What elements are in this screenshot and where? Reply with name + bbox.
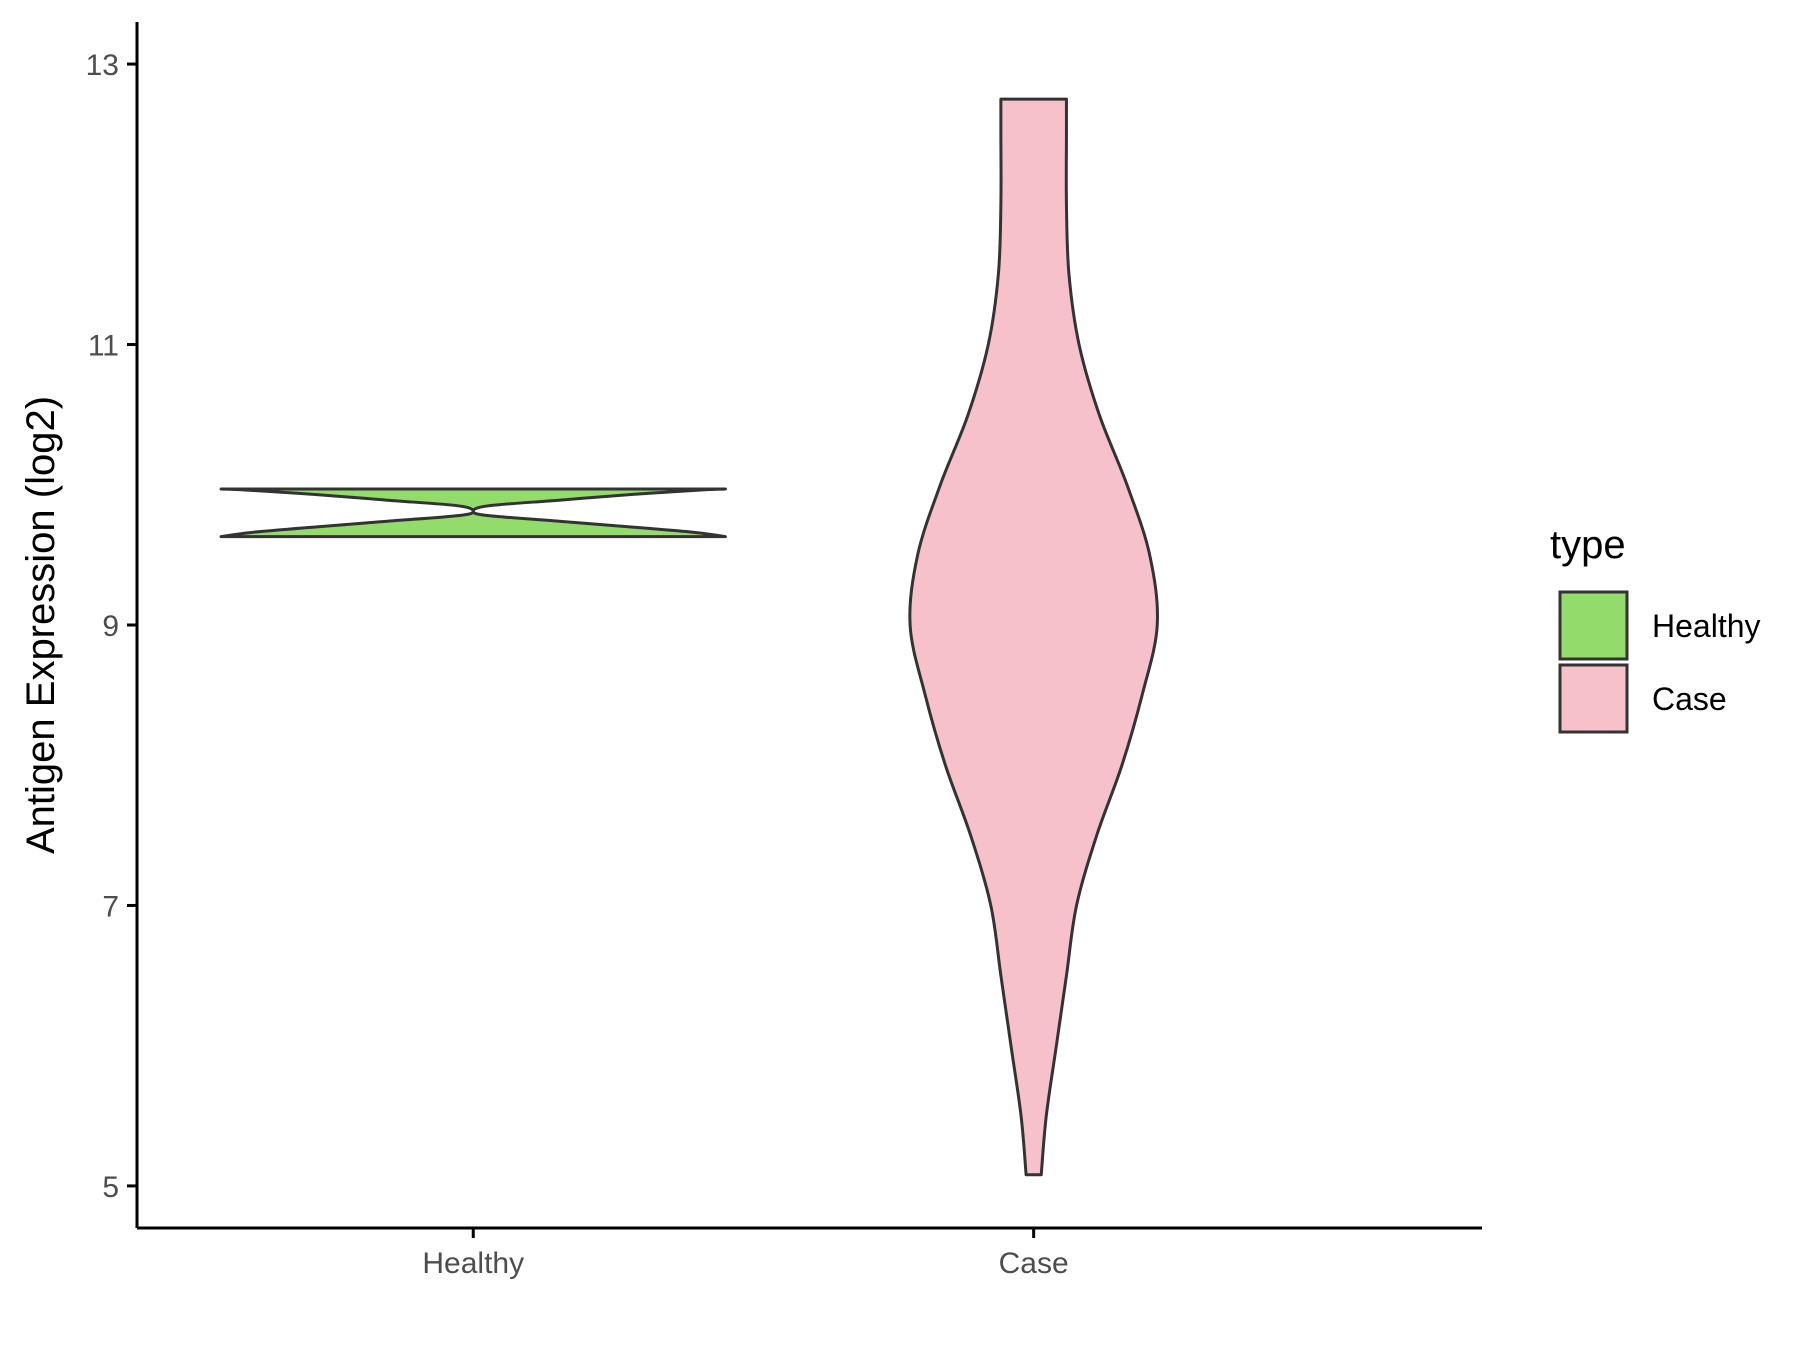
violin-case bbox=[908, 97, 1159, 1177]
legend-label-healthy: Healthy bbox=[1652, 608, 1761, 644]
x-tick-label-case: Case bbox=[999, 1247, 1069, 1280]
legend: type Healthy Case bbox=[1550, 523, 1761, 734]
axes bbox=[135, 22, 1482, 1230]
y-axis-title: Antigen Expression (log2) bbox=[19, 396, 63, 854]
x-ticks: Healthy Case bbox=[422, 1228, 1069, 1280]
legend-title: type bbox=[1550, 523, 1626, 567]
y-tick-label: 13 bbox=[86, 49, 119, 82]
legend-label-case: Case bbox=[1652, 681, 1727, 717]
y-tick-label: 9 bbox=[102, 610, 119, 643]
y-ticks: 5 7 9 11 13 bbox=[86, 49, 137, 1204]
x-tick-label-healthy: Healthy bbox=[422, 1247, 524, 1280]
y-tick-label: 5 bbox=[102, 1171, 119, 1204]
violin-healthy bbox=[219, 487, 727, 539]
legend-key-healthy bbox=[1558, 590, 1629, 661]
y-tick-label: 11 bbox=[88, 330, 119, 363]
legend-key-case bbox=[1558, 663, 1629, 734]
y-tick-label: 7 bbox=[102, 890, 119, 923]
violin-layer bbox=[219, 97, 1159, 1177]
